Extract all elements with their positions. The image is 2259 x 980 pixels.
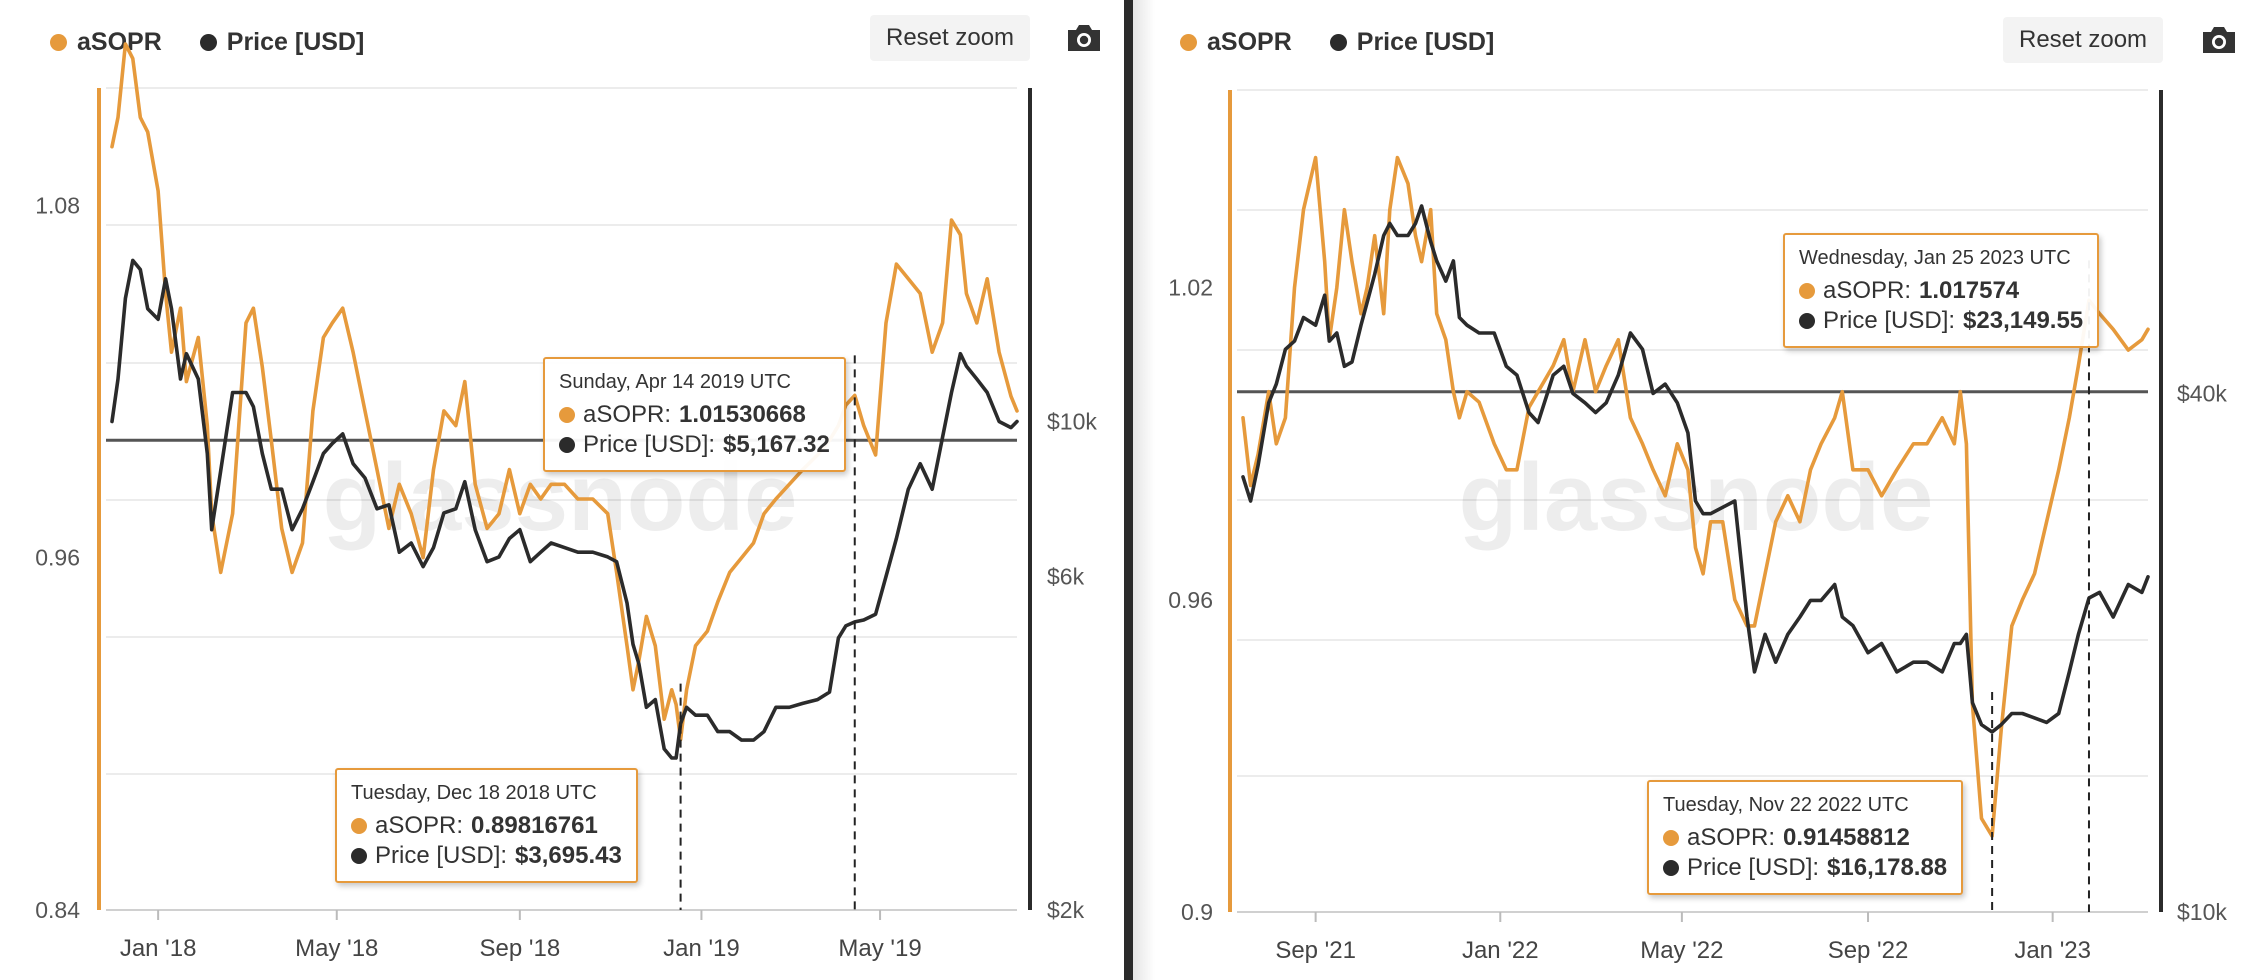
chart-panel-left: aSOPR Price [USD] Reset zoom glassnode 0.… <box>0 0 1124 980</box>
tooltip-label-asopr: aSOPR: <box>1687 824 1776 851</box>
y-left-tick-label: 1.08 <box>35 192 80 218</box>
tooltip-row-asopr: aSOPR: 0.91458812 <box>1663 823 1947 853</box>
legend-dot-asopr <box>50 34 67 51</box>
tooltip-apr-14-2019: Sunday, Apr 14 2019 UTC aSOPR: 1.0153066… <box>543 357 846 472</box>
tooltip-dot-asopr <box>1663 830 1679 846</box>
reset-zoom-button[interactable]: Reset zoom <box>2003 17 2164 63</box>
tooltip-row-asopr: aSOPR: 1.01530668 <box>559 400 830 430</box>
y-right-tick-label: $6k <box>1047 564 1085 590</box>
legend-label-asopr: aSOPR <box>1207 28 1292 56</box>
tooltip-dot-price <box>1663 860 1679 876</box>
tooltip-date: Tuesday, Dec 18 2018 UTC <box>351 782 597 804</box>
x-tick-label: Jan '18 <box>120 935 197 962</box>
x-tick-label: Jan '22 <box>1462 937 1539 964</box>
tooltip-row-price: Price [USD]: $5,167.32 <box>559 430 830 460</box>
series-line-asopr <box>110 42 1019 742</box>
reset-zoom-button[interactable]: Reset zoom <box>870 15 1031 61</box>
y-right-tick-label: $40k <box>2177 380 2227 406</box>
legend-label-asopr: aSOPR <box>77 28 162 56</box>
tooltip-date: Sunday, Apr 14 2019 UTC <box>559 371 791 393</box>
tooltip-value-price: $3,695.43 <box>515 842 622 869</box>
tooltip-dot-asopr <box>559 407 575 423</box>
tooltip-row-price: Price [USD]: $16,178.88 <box>1663 853 1947 883</box>
y-left-tick-label: 0.96 <box>1168 587 1213 613</box>
legend-item-price[interactable]: Price [USD] <box>1329 28 1495 57</box>
x-tick-label: Sep '22 <box>1828 937 1909 964</box>
camera-icon[interactable] <box>1064 18 1104 58</box>
legend-item-asopr[interactable]: aSOPR <box>1180 28 1292 57</box>
x-tick-label: Jan '19 <box>663 935 740 962</box>
x-tick-label: May '18 <box>295 935 378 962</box>
tooltip-value-asopr: 1.017574 <box>1919 277 2020 304</box>
tooltip-label-price: Price [USD]: <box>583 431 716 458</box>
legend-dot-price <box>199 34 217 51</box>
tooltip-label-asopr: aSOPR: <box>375 812 464 839</box>
legend-item-price[interactable]: Price [USD] <box>199 28 365 57</box>
divider-shadow <box>1133 0 1155 980</box>
legend: aSOPR Price [USD] <box>1180 28 1494 57</box>
tooltip-value-asopr: 0.91458812 <box>1783 824 1910 851</box>
tooltip-value-asopr: 1.01530668 <box>679 401 806 428</box>
tooltip-value-price: $23,149.55 <box>1963 307 2084 334</box>
legend-dot-asopr <box>1180 34 1197 51</box>
tooltip-jan-25-2023: Wednesday, Jan 25 2023 UTC aSOPR: 1.0175… <box>1783 233 2100 348</box>
tooltip-dot-asopr <box>1799 283 1815 299</box>
tooltip-label-price: Price [USD]: <box>1687 854 1820 881</box>
tooltip-dot-asopr <box>351 818 367 834</box>
legend-label-price: Price [USD] <box>1356 28 1495 56</box>
tooltip-label-price: Price [USD]: <box>1823 307 1956 334</box>
y-left-tick-label: 0.96 <box>35 545 80 571</box>
camera-icon-glyph <box>1068 25 1100 51</box>
series-line-price <box>1241 204 2150 734</box>
tooltip-nov-22-2022: Tuesday, Nov 22 2022 UTC aSOPR: 0.914588… <box>1647 780 1964 895</box>
x-tick-label: Sep '21 <box>1275 937 1356 964</box>
series-line-price <box>110 258 1019 760</box>
tooltip-dot-price <box>351 848 367 864</box>
tooltip-dec-18-2018: Tuesday, Dec 18 2018 UTC aSOPR: 0.898167… <box>335 768 638 883</box>
tooltip-dot-price <box>559 437 575 453</box>
tooltip-date: Wednesday, Jan 25 2023 UTC <box>1799 247 2071 269</box>
x-tick-label: Sep '18 <box>480 935 561 962</box>
tooltip-value-price: $5,167.32 <box>723 431 830 458</box>
legend-dot-price <box>1329 34 1347 51</box>
tooltip-dot-price <box>1799 313 1815 329</box>
y-right-tick-label: $2k <box>1047 897 1085 923</box>
x-tick-label: May '22 <box>1640 937 1723 964</box>
y-right-tick-label: $10k <box>2177 899 2227 925</box>
legend-item-asopr[interactable]: aSOPR <box>50 28 162 57</box>
tooltip-row-asopr: aSOPR: 0.89816761 <box>351 811 622 841</box>
tooltip-value-price: $16,178.88 <box>1827 854 1948 881</box>
tooltip-row-price: Price [USD]: $23,149.55 <box>1799 306 2083 336</box>
series-line-asopr <box>1241 155 2150 838</box>
panel-divider <box>1124 0 1133 980</box>
y-right-tick-label: $10k <box>1047 408 1097 434</box>
x-tick-label: May '19 <box>838 935 921 962</box>
legend: aSOPR Price [USD] <box>50 28 364 57</box>
tooltip-row-price: Price [USD]: $3,695.43 <box>351 841 622 871</box>
y-left-tick-label: 1.02 <box>1168 275 1213 301</box>
tooltip-label-price: Price [USD]: <box>375 842 508 869</box>
y-left-tick-label: 0.9 <box>1181 899 1213 925</box>
tooltip-label-asopr: aSOPR: <box>583 401 672 428</box>
tooltip-label-asopr: aSOPR: <box>1823 277 1912 304</box>
tooltip-value-asopr: 0.89816761 <box>471 812 598 839</box>
tooltip-date: Tuesday, Nov 22 2022 UTC <box>1663 794 1909 816</box>
camera-icon[interactable] <box>2199 20 2239 60</box>
x-tick-label: Jan '23 <box>2014 937 2091 964</box>
camera-icon-glyph <box>2203 27 2235 53</box>
y-left-tick-label: 0.84 <box>35 897 80 923</box>
chart-panel-right: aSOPR Price [USD] Reset zoom glassnode 0.… <box>1133 0 2259 980</box>
tooltip-row-asopr: aSOPR: 1.017574 <box>1799 276 2083 306</box>
legend-label-price: Price [USD] <box>226 28 365 56</box>
